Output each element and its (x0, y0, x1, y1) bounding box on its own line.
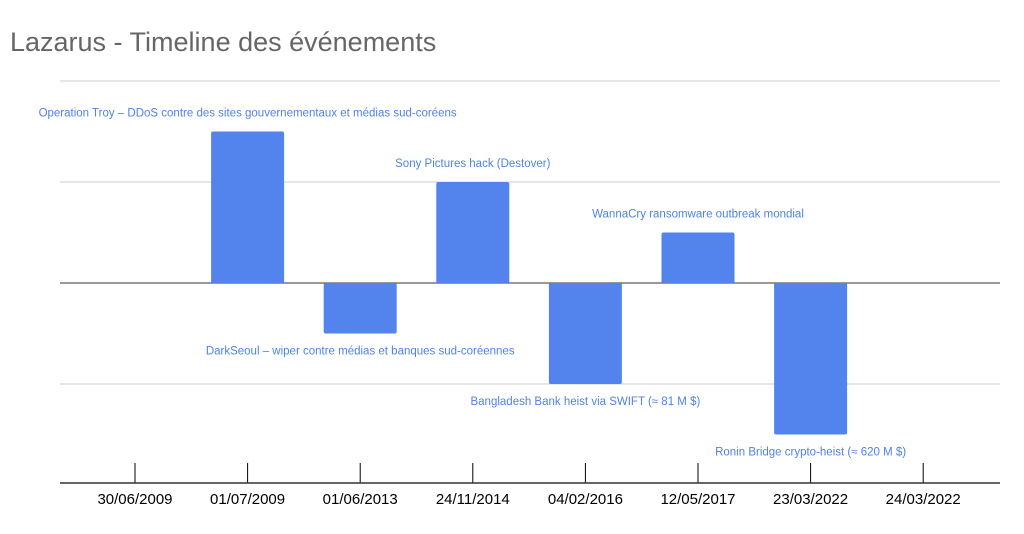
event-label: Bangladesh Bank heist via SWIFT (≈ 81 M … (470, 396, 700, 408)
chart-title: Lazarus - Timeline des événements (10, 27, 436, 57)
x-tick-label: 23/03/2022 (773, 491, 848, 508)
x-tick-label: 24/11/2014 (436, 491, 510, 508)
event-label: Sony Pictures hack (Destover) (395, 158, 550, 170)
event-bar[interactable] (436, 182, 510, 283)
event-bar[interactable] (548, 283, 622, 384)
event-label: Operation Troy – DDoS contre des sites g… (39, 108, 457, 120)
event-label: WannaCry ransomware outbreak mondial (592, 209, 804, 221)
x-tick-label: 01/07/2009 (210, 491, 285, 508)
event-label: Ronin Bridge crypto-heist (≈ 620 M $) (715, 447, 906, 459)
event-label: DarkSeoul – wiper contre médias et banqu… (206, 346, 515, 358)
event-bar[interactable] (211, 131, 285, 284)
event-bar[interactable] (323, 283, 397, 334)
x-tick-label: 12/05/2017 (660, 491, 735, 508)
x-tick-label: 24/03/2022 (886, 491, 961, 508)
event-bar[interactable] (774, 283, 848, 435)
event-bar[interactable] (661, 232, 735, 284)
x-tick-label: 04/02/2016 (548, 491, 623, 508)
x-tick-label: 01/06/2013 (323, 491, 398, 508)
x-tick-label: 30/06/2009 (97, 491, 172, 508)
